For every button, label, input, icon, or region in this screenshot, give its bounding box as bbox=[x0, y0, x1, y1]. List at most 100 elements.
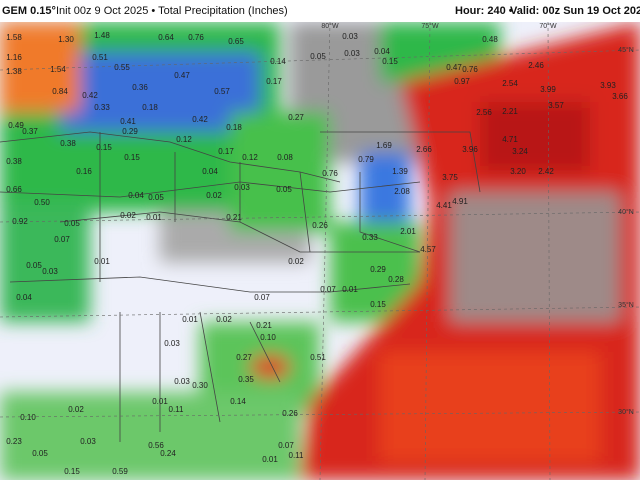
precip-label: 1.48 bbox=[94, 31, 110, 40]
precip-label: 0.07 bbox=[320, 285, 336, 294]
precip-label: 0.42 bbox=[82, 91, 98, 100]
precip-label: 0.01 bbox=[342, 285, 358, 294]
precip-label: 0.76 bbox=[462, 65, 478, 74]
precip-label: 0.01 bbox=[146, 213, 162, 222]
precip-label: 2.21 bbox=[502, 107, 518, 116]
precip-label: 0.03 bbox=[342, 32, 358, 41]
precip-label: 1.54 bbox=[50, 65, 66, 74]
precip-label: 0.15 bbox=[370, 300, 386, 309]
graticule bbox=[0, 22, 640, 480]
model-name: GEM 0.15° bbox=[2, 5, 56, 17]
precip-label: 0.18 bbox=[226, 123, 242, 132]
precip-label: 0.76 bbox=[188, 33, 204, 42]
precip-label: 0.42 bbox=[192, 115, 208, 124]
grid-label: 35°N bbox=[618, 301, 634, 309]
precip-label: 1.58 bbox=[6, 33, 22, 42]
precip-label: 0.05 bbox=[276, 185, 292, 194]
precip-label: 0.01 bbox=[94, 257, 110, 266]
precip-label: 0.29 bbox=[122, 127, 138, 136]
precip-label: 0.26 bbox=[282, 409, 298, 418]
precip-label: 0.12 bbox=[242, 153, 258, 162]
precip-label: 0.15 bbox=[124, 153, 140, 162]
precip-label: 0.47 bbox=[174, 71, 190, 80]
precip-label: 0.07 bbox=[54, 235, 70, 244]
grid-label: 40°N bbox=[618, 208, 634, 216]
precip-label: 2.46 bbox=[528, 61, 544, 70]
precip-label: 1.16 bbox=[6, 53, 22, 62]
precip-label: 4.57 bbox=[420, 245, 436, 254]
precip-label: 0.38 bbox=[6, 157, 22, 166]
precip-label: 0.18 bbox=[142, 103, 158, 112]
grid-label: 45°N bbox=[618, 46, 634, 54]
precip-label: 0.07 bbox=[254, 293, 270, 302]
precip-label: 0.03 bbox=[174, 377, 190, 386]
precip-label: 0.28 bbox=[388, 275, 404, 284]
precip-label: 4.71 bbox=[502, 135, 518, 144]
borders bbox=[0, 131, 481, 442]
precip-label: 3.96 bbox=[462, 145, 478, 154]
precip-label: 0.16 bbox=[76, 167, 92, 176]
precip-label: 0.15 bbox=[64, 467, 80, 476]
precip-label: 0.84 bbox=[52, 87, 68, 96]
precip-label: 0.12 bbox=[176, 135, 192, 144]
precip-label: 1.39 bbox=[392, 167, 408, 176]
precip-label: 2.01 bbox=[400, 227, 416, 236]
precip-label: 0.59 bbox=[112, 467, 128, 476]
precip-label: 0.14 bbox=[230, 397, 246, 406]
precip-label: 3.66 bbox=[612, 92, 628, 101]
precip-label: 0.37 bbox=[22, 127, 38, 136]
precip-label: 0.21 bbox=[226, 213, 242, 222]
precip-label: 0.97 bbox=[454, 77, 470, 86]
precip-label: 2.42 bbox=[538, 167, 554, 176]
precip-label: 0.01 bbox=[262, 455, 278, 464]
header: GEM 0.15° Init 00z 9 Oct 2025 • Total Pr… bbox=[0, 0, 640, 22]
precip-label: 0.03 bbox=[80, 437, 96, 446]
precip-label: 0.79 bbox=[358, 155, 374, 164]
precip-label: 0.17 bbox=[266, 77, 282, 86]
precip-label: 0.05 bbox=[310, 52, 326, 61]
precip-label: 0.76 bbox=[322, 169, 338, 178]
precip-label: 0.03 bbox=[164, 339, 180, 348]
precip-label: 0.15 bbox=[382, 57, 398, 66]
precip-label: 3.99 bbox=[540, 85, 556, 94]
valid-time: Valid: 00z Sun 19 Oct 2025 bbox=[510, 5, 640, 17]
precip-label: 0.15 bbox=[96, 143, 112, 152]
grid-label: 75°W bbox=[421, 22, 439, 30]
precip-label: 0.30 bbox=[192, 381, 208, 390]
precip-label: 0.11 bbox=[169, 405, 185, 414]
precip-label: 0.05 bbox=[32, 449, 48, 458]
precip-label: 0.02 bbox=[216, 315, 232, 324]
precip-label: 0.02 bbox=[68, 405, 84, 414]
precip-shading bbox=[0, 22, 640, 480]
precip-label: 0.56 bbox=[148, 441, 164, 450]
precip-label: 2.66 bbox=[416, 145, 432, 154]
hour: Hour: 240 • bbox=[455, 5, 513, 17]
precip-label: 0.05 bbox=[148, 193, 164, 202]
precip-label: 0.02 bbox=[288, 257, 304, 266]
precip-label: 1.69 bbox=[376, 141, 392, 150]
precip-label: 0.03 bbox=[42, 267, 58, 276]
grid-label: 30°N bbox=[618, 408, 634, 416]
precip-label: 0.65 bbox=[228, 37, 244, 46]
precip-label: 0.01 bbox=[152, 397, 168, 406]
precip-label: 0.02 bbox=[120, 211, 136, 220]
precip-label: 3.75 bbox=[442, 173, 458, 182]
precip-label: 0.47 bbox=[446, 63, 462, 72]
precip-label: 0.08 bbox=[277, 153, 293, 162]
precip-label: 2.08 bbox=[394, 187, 410, 196]
precip-label: 0.26 bbox=[312, 221, 328, 230]
precip-label: 0.27 bbox=[288, 113, 304, 122]
precip-label: 2.54 bbox=[502, 79, 518, 88]
precip-label: 0.36 bbox=[132, 83, 148, 92]
run-info: Init 00z 9 Oct 2025 • Total Precipitatio… bbox=[56, 5, 288, 17]
precip-label: 0.48 bbox=[482, 35, 498, 44]
precip-label: 0.05 bbox=[26, 261, 42, 270]
precip-label: 4.41 bbox=[436, 201, 452, 210]
grid-label: 80°W bbox=[321, 22, 339, 30]
precip-label: 2.56 bbox=[476, 108, 492, 117]
precip-label: 0.21 bbox=[256, 321, 272, 330]
precip-label: 0.51 bbox=[92, 53, 108, 62]
precip-label: 4.91 bbox=[452, 197, 468, 206]
precip-label: 1.30 bbox=[58, 35, 74, 44]
precip-label: 3.20 bbox=[510, 167, 526, 176]
